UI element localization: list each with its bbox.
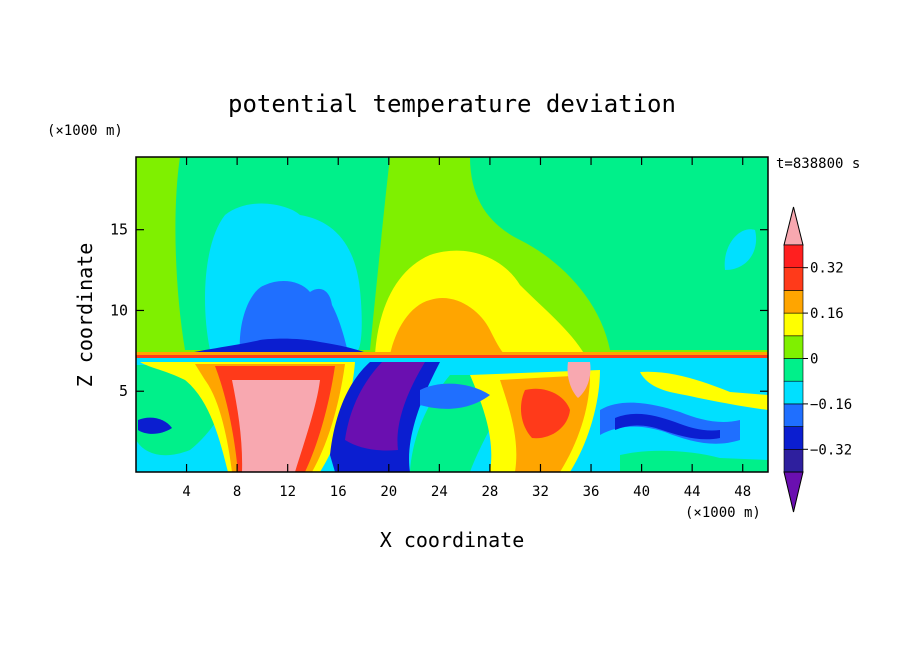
upper-cool-region-right: [470, 157, 768, 350]
y-axis-ticks: 5 10 15: [110, 221, 768, 400]
x-unit-label: (×1000 m): [685, 505, 761, 521]
contour-field: [136, 157, 768, 472]
lower-red-patch-mid: [520, 388, 570, 439]
y-axis-label: Z coordinate: [73, 243, 97, 388]
colorbar-tick-label: 0.16: [810, 306, 844, 322]
colorbar-tick-label: 0: [810, 352, 818, 368]
colorbar-swatch: [783, 290, 804, 314]
x-tick-label: 44: [684, 484, 701, 500]
y-tick-label: 15: [110, 221, 128, 239]
colorbar-swatch: [783, 358, 804, 382]
lower-pink-patch: [567, 362, 591, 398]
x-tick-label: 8: [233, 484, 241, 500]
chart-title: potential temperature deviation: [228, 90, 676, 118]
upper-blue-core: [239, 280, 348, 352]
tropopause-layer-orange: [136, 352, 768, 357]
x-tick-label: 32: [532, 484, 549, 500]
x-tick-label: 12: [279, 484, 296, 500]
colorbar-swatch: [783, 380, 804, 405]
colorbar-tick-label: −0.16: [810, 397, 852, 413]
colorbar-extend-top: [783, 206, 804, 246]
x-tick-label: 20: [380, 484, 397, 500]
colorbar-swatch: [783, 244, 804, 269]
time-label: t=838800 s: [776, 156, 860, 172]
lower-deep-blue-band-right: [615, 413, 720, 440]
x-axis-ticks: 4 8 12 16 20 24 28 32 36 40 44 48: [182, 157, 751, 500]
x-tick-label: 36: [583, 484, 600, 500]
colorbar-swatch: [783, 448, 804, 473]
x-tick-label: 28: [481, 484, 498, 500]
colorbar-tick-label: 0.32: [810, 261, 844, 277]
colorbar-swatch: [783, 312, 804, 337]
colorbar-swatch: [783, 426, 804, 450]
y-unit-label: (×1000 m): [47, 123, 123, 139]
x-tick-label: 4: [182, 484, 190, 500]
colorbar-extend-bottom: [783, 471, 804, 513]
upper-orange-dome: [390, 298, 505, 355]
colorbar-swatch: [783, 403, 804, 427]
colorbar: 0.32 0.16 0 −0.16 −0.32: [783, 206, 852, 513]
colorbar-swatch: [783, 335, 804, 359]
upper-cyan-patch-right: [724, 229, 757, 270]
upper-deep-blue-core: [175, 338, 375, 356]
x-tick-label: 48: [734, 484, 751, 500]
x-axis-label: X coordinate: [380, 528, 525, 552]
y-tick-label: 10: [110, 301, 128, 319]
x-tick-label: 16: [330, 484, 347, 500]
lower-yellow-right: [640, 371, 768, 410]
lower-purple-wedge: [345, 362, 425, 451]
tropopause-layer-red: [136, 355, 768, 358]
lower-pink-core: [232, 380, 320, 472]
colorbar-tick-label: −0.32: [810, 442, 852, 458]
lower-green-right: [620, 450, 768, 472]
x-tick-label: 24: [431, 484, 448, 500]
lower-blue-band-left: [420, 383, 490, 409]
plot-frame: [135, 156, 769, 473]
lower-deep-blue-left: [138, 417, 172, 434]
x-tick-label: 40: [633, 484, 650, 500]
y-tick-label: 5: [119, 382, 128, 400]
colorbar-swatch: [783, 267, 804, 291]
